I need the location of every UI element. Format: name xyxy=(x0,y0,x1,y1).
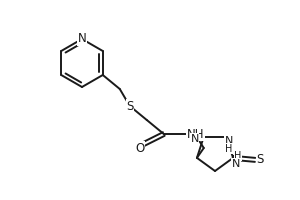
Text: O: O xyxy=(135,142,144,154)
Text: N: N xyxy=(190,134,199,144)
Text: H: H xyxy=(226,144,233,154)
Text: S: S xyxy=(126,99,134,112)
Text: N: N xyxy=(232,159,240,169)
Text: S: S xyxy=(256,153,264,166)
Text: N: N xyxy=(225,136,233,146)
Text: N: N xyxy=(78,32,86,46)
Text: H: H xyxy=(234,151,242,161)
Text: NH: NH xyxy=(187,128,204,140)
